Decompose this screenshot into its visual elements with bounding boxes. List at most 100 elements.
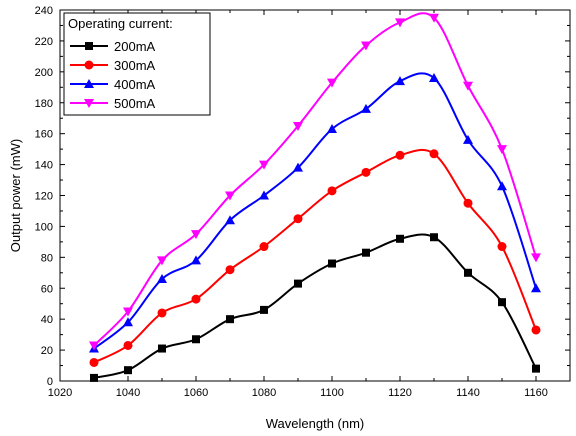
data-point-300mA <box>531 325 541 335</box>
legend-item-200mA: 200mA <box>70 39 156 54</box>
legend-item-300mA: 300mA <box>70 58 156 73</box>
legend-marker <box>85 42 93 50</box>
data-point-200mA <box>158 344 166 353</box>
series-line-200mA <box>93 233 537 379</box>
legend-label: 400mA <box>114 77 156 92</box>
data-point-200mA <box>90 373 98 382</box>
data-point-500mA <box>123 307 133 317</box>
data-point-500mA <box>259 160 269 170</box>
legend-label: 500mA <box>114 96 156 111</box>
data-point-200mA <box>396 234 404 243</box>
data-point-300mA <box>361 167 371 177</box>
data-point-500mA <box>293 121 303 131</box>
data-point-300mA <box>429 149 439 159</box>
legend: Operating current: 200mA 300mA 400mA 500mA <box>63 12 211 116</box>
legend-title: Operating current: <box>68 16 173 31</box>
data-point-200mA <box>498 298 506 307</box>
data-point-300mA <box>157 308 167 318</box>
data-point-400mA <box>123 317 133 327</box>
data-point-300mA <box>395 150 405 160</box>
data-point-200mA <box>192 335 200 344</box>
data-point-500mA <box>429 13 439 23</box>
legend-marker <box>84 99 94 108</box>
data-point-300mA <box>327 186 337 196</box>
data-point-500mA <box>89 341 99 351</box>
legend-label: 200mA <box>114 39 156 54</box>
data-point-400mA <box>327 124 337 134</box>
data-point-500mA <box>225 191 235 201</box>
data-point-200mA <box>532 364 540 373</box>
series-line-300mA <box>93 148 537 364</box>
series-line-500mA <box>93 12 537 347</box>
data-point-400mA <box>259 190 269 200</box>
data-point-300mA <box>497 242 507 252</box>
data-point-400mA <box>293 162 303 172</box>
data-point-200mA <box>362 248 370 257</box>
data-point-200mA <box>464 268 472 277</box>
x-tick-label: 1160 <box>524 387 548 399</box>
data-point-500mA <box>361 41 371 51</box>
data-point-400mA <box>531 283 541 293</box>
series-400mA <box>89 72 541 353</box>
data-point-200mA <box>226 315 234 324</box>
x-tick-label: 1040 <box>116 387 140 399</box>
x-tick-label: 1060 <box>184 387 208 399</box>
y-tick-label: 60 <box>41 283 53 295</box>
legend-item-500mA: 500mA <box>70 96 156 111</box>
data-point-200mA <box>430 233 438 242</box>
data-point-500mA <box>395 18 405 28</box>
data-point-500mA <box>497 145 507 155</box>
data-point-300mA <box>259 242 269 252</box>
y-tick-label: 0 <box>47 376 53 388</box>
data-point-500mA <box>157 256 167 266</box>
y-tick-label: 140 <box>35 160 53 172</box>
x-tick-label: 1080 <box>252 387 276 399</box>
data-point-400mA <box>497 181 507 191</box>
x-tick-label: 1120 <box>388 387 412 399</box>
legend-marker <box>84 60 94 70</box>
series-300mA <box>89 148 541 367</box>
x-tick-label: 1100 <box>320 387 344 399</box>
data-point-400mA <box>395 76 405 86</box>
x-tick-label: 1140 <box>456 387 480 399</box>
legend-item-400mA: 400mA <box>70 77 156 92</box>
data-point-300mA <box>293 214 303 224</box>
data-point-400mA <box>191 255 201 265</box>
series-layer <box>89 12 541 382</box>
series-500mA <box>89 12 541 351</box>
legend-marker <box>84 79 94 88</box>
data-point-200mA <box>294 279 302 288</box>
data-point-400mA <box>463 134 473 144</box>
data-point-400mA <box>429 73 439 83</box>
y-axis-title: Output power (mW) <box>8 139 23 252</box>
data-point-300mA <box>463 198 473 208</box>
data-point-500mA <box>327 78 337 88</box>
y-tick-label: 200 <box>35 67 53 79</box>
y-tick-label: 80 <box>41 252 53 264</box>
data-point-400mA <box>361 103 371 113</box>
y-tick-label: 120 <box>35 191 53 203</box>
data-point-500mA <box>191 230 201 240</box>
data-point-200mA <box>328 259 336 268</box>
data-point-300mA <box>89 357 99 367</box>
data-point-200mA <box>124 366 132 375</box>
axes-layer: 1020 1040 1060 1080 1100 1120 1140 1160 0 20 40 60 8… <box>35 5 571 399</box>
y-tick-label: 20 <box>41 345 53 357</box>
data-point-300mA <box>191 294 201 304</box>
y-tick-label: 180 <box>35 98 53 110</box>
y-tick-label: 160 <box>35 129 53 141</box>
y-tick-label: 100 <box>35 221 53 233</box>
series-200mA <box>90 233 540 382</box>
y-tick-label: 220 <box>35 36 53 48</box>
legend-label: 300mA <box>114 58 156 73</box>
x-tick-label: 1020 <box>48 387 72 399</box>
data-point-200mA <box>260 305 268 314</box>
data-point-500mA <box>531 253 541 263</box>
y-tick-label: 240 <box>35 5 53 17</box>
x-axis-title: Wavelength (nm) <box>266 416 365 431</box>
y-tick-label: 40 <box>41 314 53 326</box>
data-point-300mA <box>123 340 133 350</box>
data-point-400mA <box>157 273 167 283</box>
data-point-500mA <box>463 81 473 91</box>
